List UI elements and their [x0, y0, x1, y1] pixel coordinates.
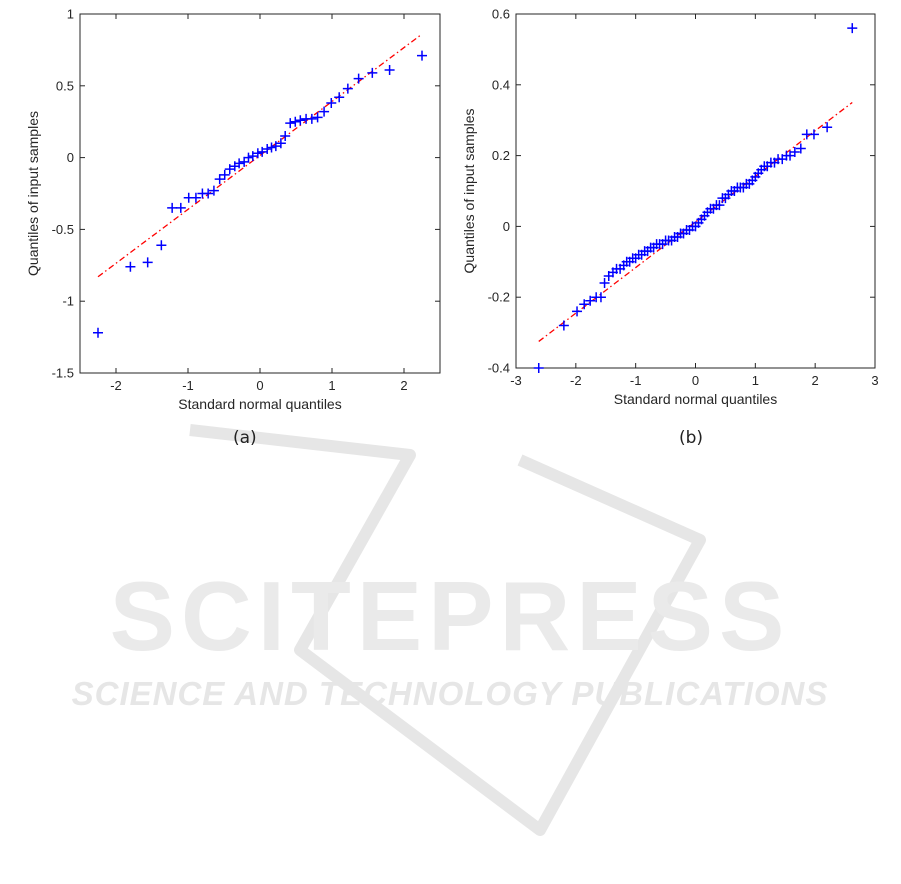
- data-point: [595, 292, 606, 303]
- qq-plot-panel-a: -2 -1 0 1 2 -1.5 -1 -0.5 0 0.5 1 Standard normal qu…: [0, 0, 450, 470]
- data-points: [93, 50, 427, 338]
- qq-plot-panel-b: -3 -2 -1 0 1 2 3 -0.4 -0.2 0 0.2 0.4 0.6 Standard nor…: [450, 0, 901, 470]
- data-point: [353, 73, 364, 84]
- data-point: [572, 306, 583, 317]
- y-tick-label: 1: [67, 7, 74, 22]
- watermark-brand: SCITEPRESS: [110, 561, 791, 671]
- data-point: [142, 257, 153, 268]
- panel-b-caption: (b): [679, 428, 704, 448]
- data-point: [252, 148, 263, 159]
- y-axis-label: Quantiles of input samples: [25, 111, 41, 276]
- data-point: [125, 261, 136, 272]
- x-tick-label: -3: [510, 373, 522, 388]
- data-point: [219, 169, 230, 180]
- data-point: [290, 116, 301, 127]
- y-tick-label: 0.5: [56, 78, 74, 93]
- data-point: [295, 115, 306, 126]
- data-point: [234, 158, 245, 169]
- y-tick-label: 0.4: [492, 77, 510, 92]
- data-point: [243, 152, 254, 163]
- y-tick-label: -1.5: [52, 366, 74, 381]
- x-tick-label: 0: [256, 378, 263, 393]
- x-tick-label: 3: [871, 373, 878, 388]
- data-point: [599, 278, 610, 289]
- data-point: [384, 65, 395, 76]
- x-tick-label: 2: [400, 378, 407, 393]
- x-tick-label: -2: [570, 373, 582, 388]
- data-point: [257, 146, 268, 157]
- x-tick-label: -2: [110, 378, 122, 393]
- x-tick-label: 1: [328, 378, 335, 393]
- data-point: [326, 98, 337, 109]
- x-axis-label: Standard normal quantiles: [178, 396, 341, 412]
- data-point: [270, 141, 281, 152]
- data-point: [190, 192, 201, 203]
- qq-plot-a: -2 -1 0 1 2 -1.5 -1 -0.5 0 0.5 1 Standard normal qu…: [25, 7, 441, 412]
- data-point: [342, 83, 353, 94]
- y-tick-label: 0: [503, 219, 510, 234]
- data-point: [156, 240, 167, 251]
- data-point: [319, 106, 330, 117]
- data-points: [533, 23, 858, 373]
- data-point: [239, 156, 250, 167]
- y-tick-label: 0.6: [492, 7, 510, 22]
- plot-area: [79, 13, 441, 374]
- data-point: [789, 147, 800, 158]
- data-point: [214, 174, 225, 185]
- x-tick-label: -1: [630, 373, 642, 388]
- data-point: [167, 202, 178, 213]
- y-tick-label: -0.2: [488, 290, 510, 305]
- data-point: [579, 299, 590, 310]
- data-point: [262, 143, 273, 154]
- data-point: [533, 363, 544, 373]
- x-tick-label: 0: [692, 373, 699, 388]
- panel-a-caption: (a): [233, 428, 257, 448]
- data-point: [847, 23, 858, 34]
- y-axis-label: Quantiles of input samples: [461, 109, 477, 274]
- data-point: [285, 118, 296, 129]
- plot-area: [515, 13, 876, 369]
- reference-line: [538, 101, 853, 342]
- x-tick-label: -1: [182, 378, 194, 393]
- x-tick-label: 2: [812, 373, 819, 388]
- data-point: [795, 143, 806, 154]
- data-point: [224, 164, 235, 175]
- data-point: [367, 67, 378, 78]
- data-point: [93, 327, 103, 338]
- data-point: [280, 131, 291, 142]
- data-point: [312, 112, 323, 123]
- data-point: [714, 200, 725, 211]
- y-tick-label: -1: [62, 294, 74, 309]
- data-point: [275, 138, 286, 149]
- watermark-tagline: SCIENCE AND TECHNOLOGY PUBLICATIONS: [72, 675, 829, 712]
- qq-plot-b: -3 -2 -1 0 1 2 3 -0.4 -0.2 0 0.2 0.4 0.6 Standard nor…: [461, 7, 879, 408]
- data-point: [585, 295, 596, 306]
- data-point: [417, 50, 427, 61]
- x-tick-label: 1: [752, 373, 759, 388]
- data-point: [203, 188, 214, 199]
- data-point: [558, 320, 569, 331]
- data-point: [334, 92, 345, 103]
- y-tick-label: -0.5: [52, 222, 74, 237]
- x-axis-label: Standard normal quantiles: [614, 391, 777, 407]
- data-point: [208, 185, 219, 196]
- y-tick-label: 0: [67, 150, 74, 165]
- data-point: [247, 151, 258, 162]
- data-point: [808, 129, 819, 140]
- y-tick-label: 0.2: [492, 148, 510, 163]
- data-point: [822, 122, 833, 133]
- y-tick-label: -0.4: [488, 361, 510, 376]
- watermark-book-shape: [189, 424, 706, 836]
- data-point: [266, 142, 277, 153]
- data-point: [306, 113, 317, 124]
- data-point: [175, 202, 186, 213]
